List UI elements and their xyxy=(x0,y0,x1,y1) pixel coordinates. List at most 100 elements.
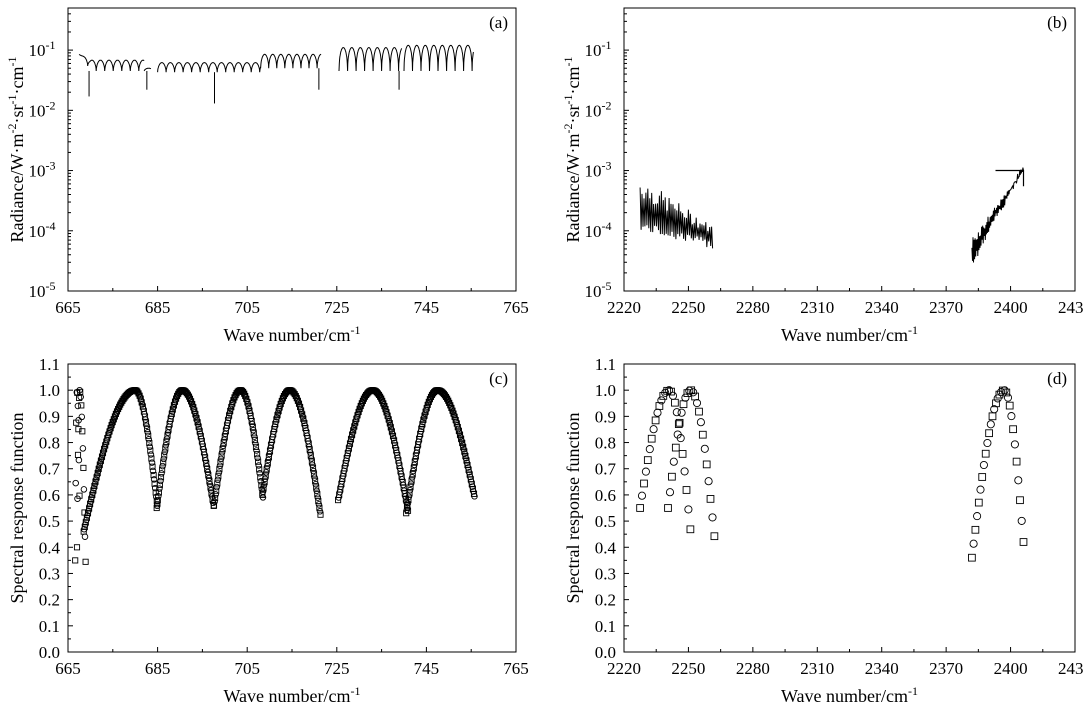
y-tick-label: 0.9 xyxy=(39,407,60,426)
srf-point-circle xyxy=(158,470,165,477)
srf-point-square xyxy=(219,445,226,453)
x-axis-title: Wave number/cm-1 xyxy=(223,323,360,345)
x-tick-label: 725 xyxy=(324,298,350,317)
srf-point-circle xyxy=(976,485,985,494)
srf-point-circle xyxy=(1003,393,1013,402)
y-tick-label: 0.0 xyxy=(39,643,60,662)
x-tick-label: 2340 xyxy=(865,298,899,317)
srf-point-circle xyxy=(146,443,154,451)
y-tick-label: 10-1 xyxy=(29,38,56,60)
srf-point-circle xyxy=(206,480,214,488)
srf-point-circle xyxy=(261,475,269,483)
srf-point-square xyxy=(72,557,79,564)
y-tick-label: 10-5 xyxy=(585,279,612,301)
srf-point-square xyxy=(309,464,317,471)
srf-point-square xyxy=(671,443,680,452)
srf-point-square xyxy=(74,451,82,458)
x-tick-label: 2370 xyxy=(929,298,963,317)
srf-point-circle xyxy=(143,422,150,429)
srf-point-square xyxy=(207,484,214,491)
srf-point-square xyxy=(687,386,696,395)
srf-point-circle xyxy=(657,396,666,405)
srf-point-square xyxy=(264,460,271,467)
srf-point-square xyxy=(307,452,314,459)
srf-point-square xyxy=(444,395,451,402)
srf-point-circle xyxy=(214,476,222,484)
srf-point-circle xyxy=(677,408,686,417)
srf-point-square xyxy=(404,503,411,510)
y-axis-title: Spectral response function xyxy=(563,413,583,604)
srf-point-square xyxy=(258,482,265,489)
x-tick-label: 2220 xyxy=(607,659,641,678)
srf-point-circle xyxy=(219,442,227,450)
srf-point-square xyxy=(643,456,652,464)
srf-point-square xyxy=(671,398,679,407)
srf-point-square xyxy=(312,477,319,484)
srf-point-square xyxy=(405,496,412,504)
srf-point-circle xyxy=(983,438,992,448)
srf-point-square xyxy=(308,458,315,465)
srf-point-circle xyxy=(250,426,257,434)
y-tick-label: 0.6 xyxy=(595,486,616,505)
radiance-series-segment xyxy=(143,67,152,72)
srf-point-square xyxy=(678,450,687,458)
srf-point-circle xyxy=(153,500,161,508)
srf-point-circle xyxy=(973,512,982,521)
y-tick-label: 1.0 xyxy=(39,381,60,400)
srf-point-square xyxy=(144,425,151,433)
plot-frame xyxy=(67,7,517,292)
srf-point-circle xyxy=(404,500,412,507)
srf-point-circle xyxy=(256,470,263,477)
panel-a-radiance-chart: 665 685 705 725 745 765 10-5 10-4 10-3 10-2 10-1 (a… xyxy=(5,7,529,345)
srf-point-square xyxy=(154,497,161,504)
srf-point-square xyxy=(164,432,171,439)
srf-point-square xyxy=(412,452,419,459)
y-tick-label: 10-3 xyxy=(29,159,56,181)
srf-point-square xyxy=(79,428,86,435)
srf-point-circle xyxy=(403,506,411,514)
srf-point-circle xyxy=(1007,412,1016,421)
srf-point-circle xyxy=(217,455,225,463)
y-tick-label: 0.3 xyxy=(39,564,60,583)
y-tick-label: 0.1 xyxy=(39,617,60,636)
srf-point-square xyxy=(674,420,683,428)
srf-point-circle xyxy=(264,462,271,470)
srf-point-circle xyxy=(252,440,259,447)
srf-point-circle xyxy=(681,393,690,402)
x-tick-label: 765 xyxy=(503,298,529,317)
srf-point-square xyxy=(651,416,660,425)
srf-point-circle xyxy=(309,461,316,468)
srf-point-circle xyxy=(74,495,81,502)
srf-point-square xyxy=(261,478,268,486)
srf-point-circle xyxy=(77,393,84,401)
y-axis-title: Spectral response function xyxy=(7,413,27,604)
srf-point-circle xyxy=(145,436,152,443)
x-tick-label: 2310 xyxy=(800,298,834,317)
srf-point-square xyxy=(80,464,87,471)
srf-point-square xyxy=(640,479,648,488)
srf-point-circle xyxy=(708,513,717,522)
srf-point-circle xyxy=(1010,440,1019,449)
srf-point-square xyxy=(702,460,711,469)
srf-point-circle xyxy=(72,479,79,487)
srf-point-square xyxy=(141,413,149,420)
srf-point-circle xyxy=(684,505,693,514)
srf-point-circle xyxy=(212,491,219,498)
srf-point-square xyxy=(985,429,993,438)
x-tick-label: 705 xyxy=(234,659,260,678)
srf-point-circle xyxy=(251,433,258,440)
srf-point-square xyxy=(202,454,209,461)
radiance-series-segment xyxy=(403,44,474,72)
srf-point-square xyxy=(204,466,211,473)
srf-point-circle xyxy=(645,445,654,454)
x-tick-label: 745 xyxy=(414,298,440,317)
srf-point-circle xyxy=(218,449,226,456)
srf-point-square xyxy=(203,460,210,467)
x-tick-label: 665 xyxy=(55,298,81,317)
srf-point-circle xyxy=(163,435,171,442)
srf-point-square xyxy=(75,426,82,433)
srf-point-square xyxy=(255,458,262,465)
